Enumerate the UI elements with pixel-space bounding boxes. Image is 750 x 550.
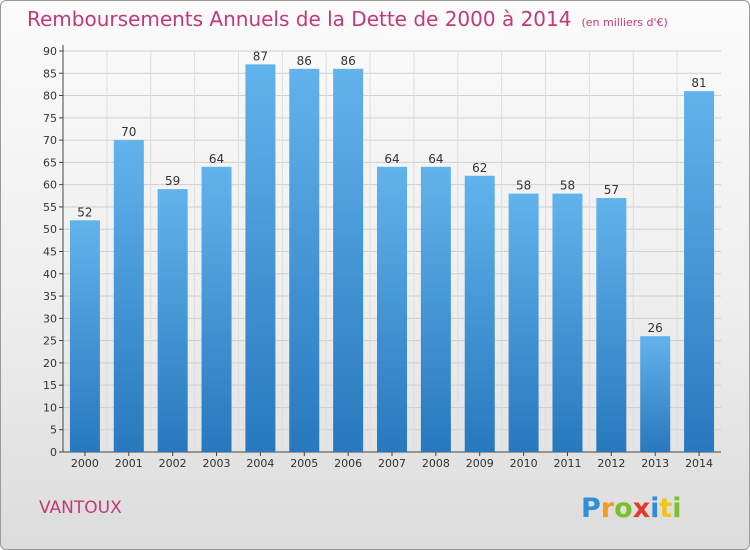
y-tick-label: 90 (43, 45, 57, 58)
bar (420, 166, 451, 452)
y-tick-label: 55 (43, 201, 57, 214)
x-tick-label: 2013 (641, 457, 669, 470)
y-tick-label: 35 (43, 290, 57, 303)
bar (289, 68, 320, 453)
proxiti-logo: Proxiti (581, 493, 682, 524)
bars (69, 64, 715, 453)
data-label: 86 (297, 54, 312, 68)
bar (69, 220, 100, 452)
y-tick-label: 60 (43, 179, 57, 192)
x-tick-label: 2008 (422, 457, 450, 470)
x-tick-label: 2007 (378, 457, 406, 470)
x-tick-label: 2012 (597, 457, 625, 470)
bar (377, 166, 407, 452)
x-tick-label: 2004 (246, 457, 274, 470)
x-tick-label: 2009 (466, 457, 494, 470)
y-tick-label: 30 (43, 312, 57, 325)
x-tick-label: 2001 (115, 457, 143, 470)
bar (684, 91, 715, 452)
data-label: 57 (604, 183, 619, 197)
bar (464, 175, 495, 452)
x-tick-label: 2010 (510, 457, 538, 470)
bar (596, 198, 627, 452)
data-label: 26 (648, 321, 663, 335)
bar (552, 193, 583, 453)
y-tick-label: 20 (43, 357, 57, 370)
x-tick-labels: 2000 2001 2002 2003 2004 2005 2006 2007 2008 2009… (71, 457, 713, 470)
data-label: 52 (77, 205, 92, 219)
y-tick-label: 65 (43, 156, 57, 169)
data-label: 64 (384, 152, 399, 166)
bar (640, 336, 671, 452)
data-label: 58 (560, 179, 575, 193)
data-labels: 52 70 59 64 87 86 86 64 64 62 58 58 57 26 81 (77, 49, 706, 335)
y-tick-label: 75 (43, 112, 57, 125)
svg-text:Proxiti: Proxiti (581, 493, 682, 524)
data-label: 64 (209, 152, 224, 166)
y-tick-label: 45 (43, 246, 57, 259)
y-tick-label: 25 (43, 335, 57, 348)
y-tick-label: 50 (43, 223, 57, 236)
x-tick-label: 2005 (290, 457, 318, 470)
bar (113, 140, 144, 452)
data-label: 87 (253, 49, 268, 63)
x-tick-label: 2014 (685, 457, 713, 470)
data-label: 62 (472, 161, 487, 175)
x-tick-label: 2003 (203, 457, 231, 470)
data-label: 86 (340, 54, 355, 68)
y-tick-label: 5 (50, 424, 57, 437)
data-label: 59 (165, 174, 180, 188)
bar (333, 68, 364, 453)
y-tick-label: 70 (43, 134, 57, 147)
y-tick-label: 15 (43, 379, 57, 392)
x-tick-label: 2002 (159, 457, 187, 470)
x-tick-label: 2011 (553, 457, 581, 470)
chart-title: Remboursements Annuels de la Dette de 20… (27, 7, 668, 31)
x-tick-label: 2006 (334, 457, 362, 470)
y-tick-labels: 0 5 10 15 20 25 30 35 40 45 50 55 60 65 70 75 80 85 90 (43, 45, 57, 459)
y-tick-label: 10 (43, 401, 57, 414)
bar (201, 166, 232, 452)
y-tick-label: 0 (50, 446, 57, 459)
data-label: 64 (428, 152, 443, 166)
chart-unit: (en milliers d'€) (581, 16, 668, 29)
bar (508, 193, 539, 453)
y-tick-label: 40 (43, 268, 57, 281)
y-tick-label: 85 (43, 67, 57, 80)
x-tick-label: 2000 (71, 457, 99, 470)
data-label: 70 (121, 125, 136, 139)
data-label: 81 (691, 76, 706, 90)
bar (245, 64, 276, 452)
y-tick-label: 80 (43, 90, 57, 103)
town-name: VANTOUX (39, 498, 122, 518)
data-label: 58 (516, 179, 531, 193)
bar (157, 189, 188, 452)
chart-title-text: Remboursements Annuels de la Dette de 20… (27, 7, 572, 31)
